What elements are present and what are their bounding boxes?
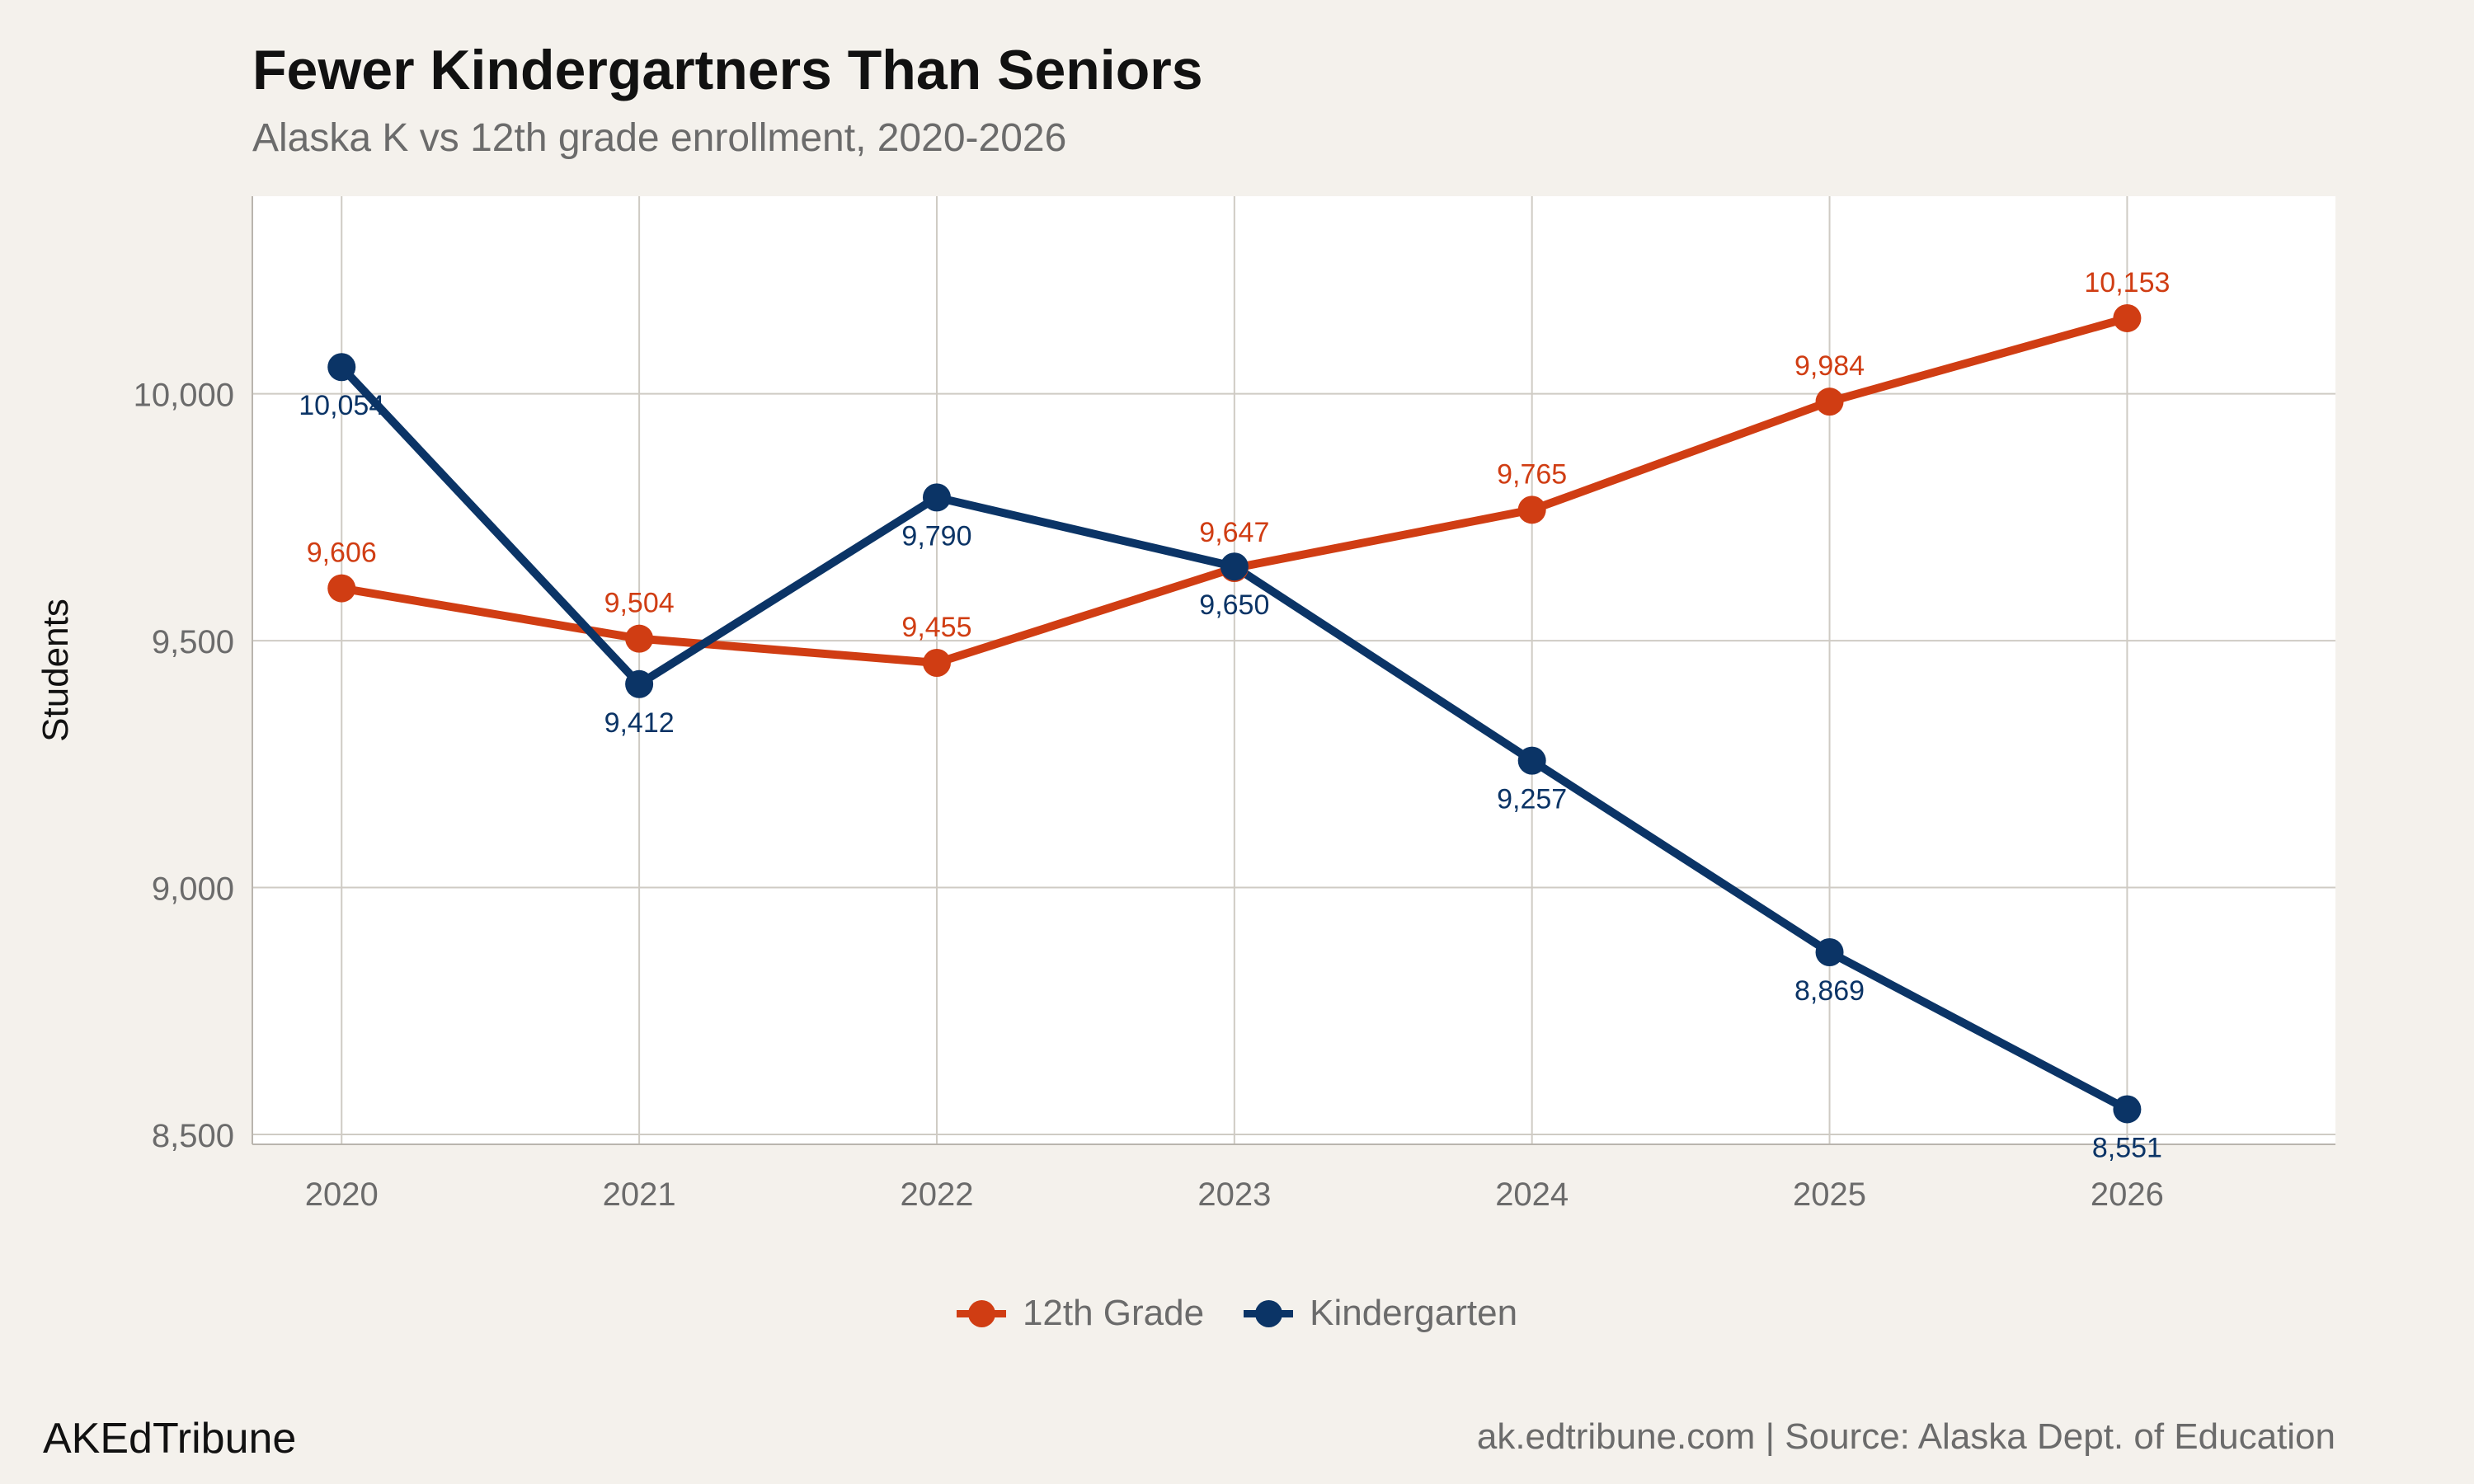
y-tick-label: 9,500 <box>152 624 234 660</box>
x-tick-label: 2021 <box>603 1176 676 1213</box>
data-label-kindergarten: 9,257 <box>1497 784 1567 815</box>
chart-title: Fewer Kindergartners Than Seniors <box>252 39 1203 101</box>
source-credit: ak.edtribune.com | Source: Alaska Dept. … <box>1476 1416 2335 1457</box>
data-label-kindergarten: 8,869 <box>1794 975 1865 1007</box>
data-label-kindergarten: 9,790 <box>901 520 971 552</box>
x-tick-label: 2023 <box>1197 1176 1271 1213</box>
data-point-kindergarten <box>922 483 951 512</box>
data-label-12th-grade: 9,455 <box>901 612 971 643</box>
x-tick-label: 2024 <box>1495 1176 1569 1213</box>
data-point-kindergarten <box>625 669 654 698</box>
x-tick-label: 2020 <box>305 1176 379 1213</box>
data-label-12th-grade: 9,647 <box>1199 517 1269 548</box>
data-point-12th-grade <box>327 574 356 603</box>
legend-key-12th-grade <box>956 1297 1006 1330</box>
x-tick-label: 2025 <box>1793 1176 1866 1213</box>
legend-item-kindergarten: Kindergarten <box>1244 1293 1517 1334</box>
legend-item-12th-grade: 12th Grade <box>956 1293 1205 1334</box>
y-tick-label: 8,500 <box>152 1118 234 1154</box>
data-label-12th-grade: 9,606 <box>307 538 377 569</box>
data-point-kindergarten <box>327 353 356 382</box>
data-label-kindergarten: 9,650 <box>1199 589 1269 621</box>
data-point-kindergarten <box>2113 1095 2142 1124</box>
data-label-12th-grade: 9,765 <box>1497 458 1567 490</box>
y-axis-title: Students <box>35 599 76 742</box>
chart-subtitle: Alaska K vs 12th grade enrollment, 2020-… <box>252 116 1067 160</box>
chart-legend: 12th Grade Kindergarten <box>0 1293 2474 1334</box>
data-label-kindergarten: 10,054 <box>299 390 384 421</box>
data-label-12th-grade: 10,153 <box>2084 267 2170 298</box>
data-point-kindergarten <box>1517 746 1546 775</box>
data-point-12th-grade <box>1815 387 1844 416</box>
legend-label-12th-grade: 12th Grade <box>1022 1293 1205 1333</box>
data-point-12th-grade <box>625 624 654 653</box>
data-label-12th-grade: 9,984 <box>1794 350 1865 382</box>
x-tick-label: 2026 <box>2091 1176 2164 1213</box>
legend-key-dot <box>1255 1300 1283 1327</box>
data-point-12th-grade <box>1517 495 1546 524</box>
brand-name: AKEdTribune <box>43 1415 297 1463</box>
data-point-12th-grade <box>922 649 951 678</box>
data-label-kindergarten: 8,551 <box>2092 1132 2162 1163</box>
y-tick-label: 9,000 <box>152 871 234 908</box>
legend-key-kindergarten <box>1244 1297 1294 1330</box>
x-tick-label: 2022 <box>900 1176 973 1213</box>
plot-panel <box>252 196 2335 1144</box>
legend-label-kindergarten: Kindergarten <box>1310 1293 1518 1333</box>
data-label-12th-grade: 9,504 <box>604 588 675 619</box>
data-point-12th-grade <box>2113 303 2142 332</box>
legend-key-dot <box>967 1300 995 1327</box>
data-point-kindergarten <box>1815 938 1844 967</box>
y-tick-label: 10,000 <box>134 378 234 414</box>
data-label-kindergarten: 9,412 <box>604 707 675 739</box>
data-point-kindergarten <box>1220 552 1249 581</box>
